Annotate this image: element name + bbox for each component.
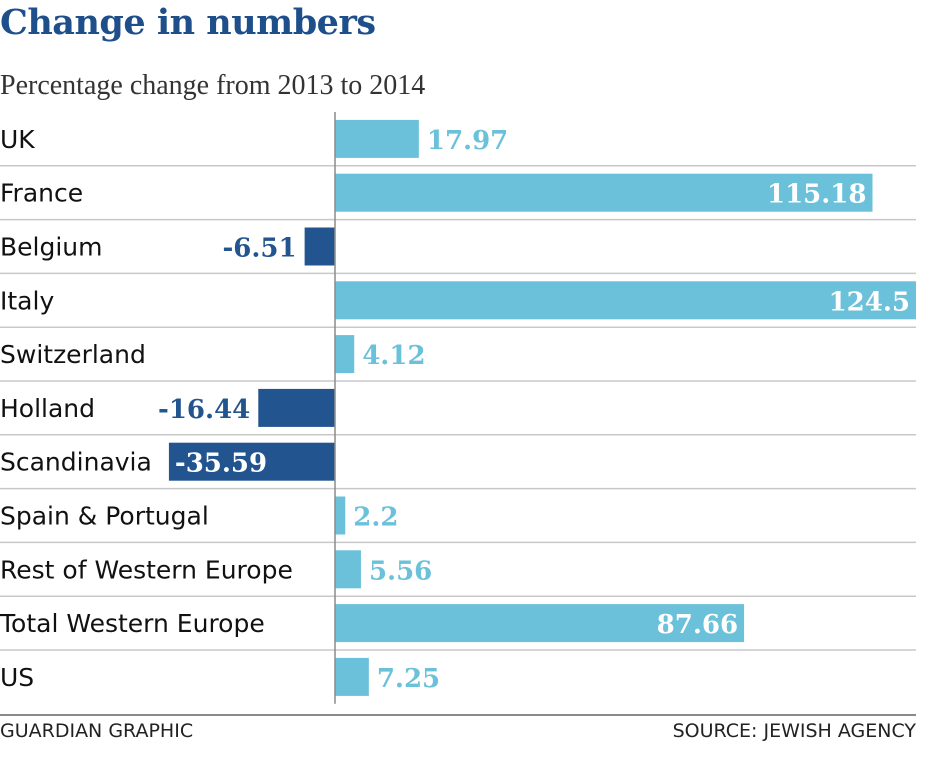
bar bbox=[335, 119, 419, 158]
category-label: France bbox=[0, 179, 83, 208]
source-text: SOURCE: JEWISH AGENCY bbox=[672, 720, 916, 742]
category-label: Italy bbox=[0, 286, 54, 315]
data-label: 5.56 bbox=[369, 556, 432, 586]
data-label: 7.25 bbox=[377, 664, 440, 694]
bar bbox=[168, 442, 335, 481]
chart-title: Change in numbers bbox=[0, 2, 376, 43]
bar bbox=[335, 550, 361, 589]
credit-text: GUARDIAN GRAPHIC bbox=[0, 720, 194, 742]
data-label: 87.66 bbox=[657, 610, 738, 640]
data-label: 115.18 bbox=[767, 180, 867, 210]
bar bbox=[335, 604, 745, 643]
bar bbox=[335, 335, 355, 374]
category-label: Scandinavia bbox=[0, 448, 152, 477]
category-label: Belgium bbox=[0, 233, 103, 262]
bar bbox=[335, 657, 369, 696]
category-label: US bbox=[0, 663, 34, 692]
data-label: 2.2 bbox=[353, 503, 398, 533]
data-label: 124.5 bbox=[829, 287, 910, 317]
chart-subtitle: Percentage change from 2013 to 2014 bbox=[0, 70, 426, 101]
bar bbox=[258, 388, 335, 427]
category-label: Total Western Europe bbox=[0, 609, 265, 638]
footer-divider bbox=[0, 714, 916, 716]
category-label: Holland bbox=[0, 394, 95, 423]
bar bbox=[304, 227, 335, 266]
bar bbox=[335, 281, 916, 320]
data-label: -35.59 bbox=[175, 449, 267, 479]
category-label: UK bbox=[0, 125, 35, 154]
category-label: Spain & Portugal bbox=[0, 502, 209, 531]
bar-chart: UK 17.97 France 115.18 Belgium -6.51 Italy 124.… bbox=[0, 112, 916, 704]
category-label: Rest of Western Europe bbox=[0, 555, 293, 584]
bar bbox=[335, 173, 873, 212]
data-label: -16.44 bbox=[158, 395, 250, 425]
data-label: 4.12 bbox=[362, 341, 425, 371]
bar bbox=[335, 496, 346, 535]
data-label: -6.51 bbox=[222, 234, 296, 264]
category-label: Switzerland bbox=[0, 340, 146, 369]
data-label: 17.97 bbox=[427, 126, 508, 156]
